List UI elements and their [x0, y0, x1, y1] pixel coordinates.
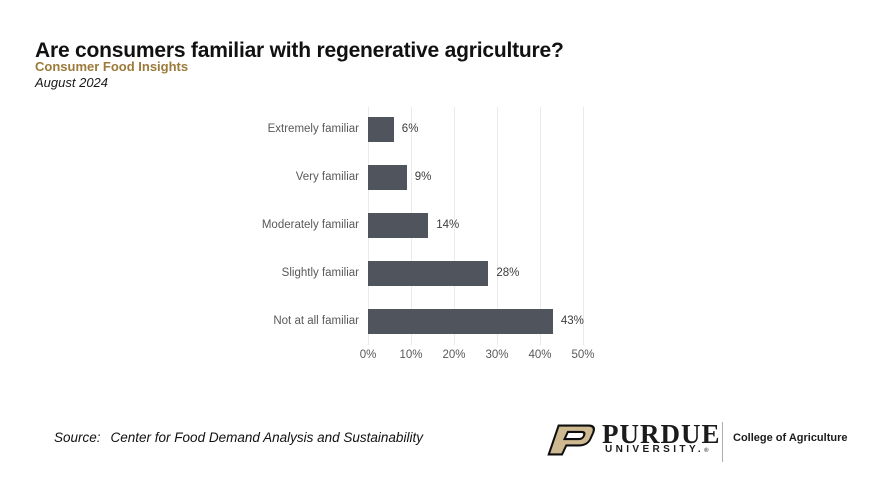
value-label: 9%: [414, 171, 432, 183]
source-text: Center for Food Demand Analysis and Sust…: [110, 430, 423, 445]
chart-row: Extremely familiar 6%: [0, 105, 680, 153]
bar: [368, 308, 553, 334]
university-wordmark: UNIVERSITY.®: [605, 444, 709, 457]
college-label: College of Agriculture: [733, 432, 848, 444]
category-label: Very familiar: [295, 171, 359, 183]
bar: [368, 116, 394, 142]
bar: [368, 212, 429, 238]
page-title: Are consumers familiar with regenerative…: [35, 39, 564, 63]
x-tick-label: 10%: [399, 349, 423, 361]
chart-row: Slightly familiar 28%: [0, 249, 680, 297]
registered-mark: ®: [704, 448, 709, 454]
x-tick-label: 50%: [571, 349, 595, 361]
university-text: UNIVERSITY.: [605, 444, 705, 455]
gridline: [540, 107, 541, 345]
value-label: 43%: [560, 315, 584, 327]
chart-row: Very familiar 9%: [0, 153, 680, 201]
gridline: [583, 107, 584, 345]
category-label: Moderately familiar: [261, 219, 359, 231]
source-note: Source: Center for Food Demand Analysis a…: [54, 430, 423, 445]
chart-row: Moderately familiar 14%: [0, 201, 680, 249]
category-label: Extremely familiar: [267, 123, 359, 135]
x-tick-label: 40%: [528, 349, 552, 361]
chart-row: Not at all familiar 43%: [0, 297, 680, 345]
category-label: Not at all familiar: [273, 315, 359, 327]
report-date: August 2024: [35, 75, 109, 90]
bar: [368, 164, 407, 190]
report-series-label: Consumer Food Insights: [35, 59, 189, 74]
bar: [368, 260, 489, 286]
value-label: 6%: [401, 123, 419, 135]
logo-divider: [722, 422, 723, 462]
chart-rows: Extremely familiar 6% Very familiar 9% Moder…: [0, 105, 680, 345]
x-tick-label: 30%: [485, 349, 509, 361]
gridline: [454, 107, 455, 345]
purdue-wordmark: PURDUE: [602, 419, 721, 449]
x-tick-label: 20%: [442, 349, 466, 361]
source-label: Source:: [54, 430, 101, 445]
value-label: 28%: [496, 267, 520, 279]
value-label: 14%: [436, 219, 460, 231]
category-label: Slightly familiar: [281, 267, 359, 279]
gridline: [497, 107, 498, 345]
x-tick-label: 0%: [359, 349, 377, 361]
purdue-p-logo-icon: [547, 424, 595, 456]
